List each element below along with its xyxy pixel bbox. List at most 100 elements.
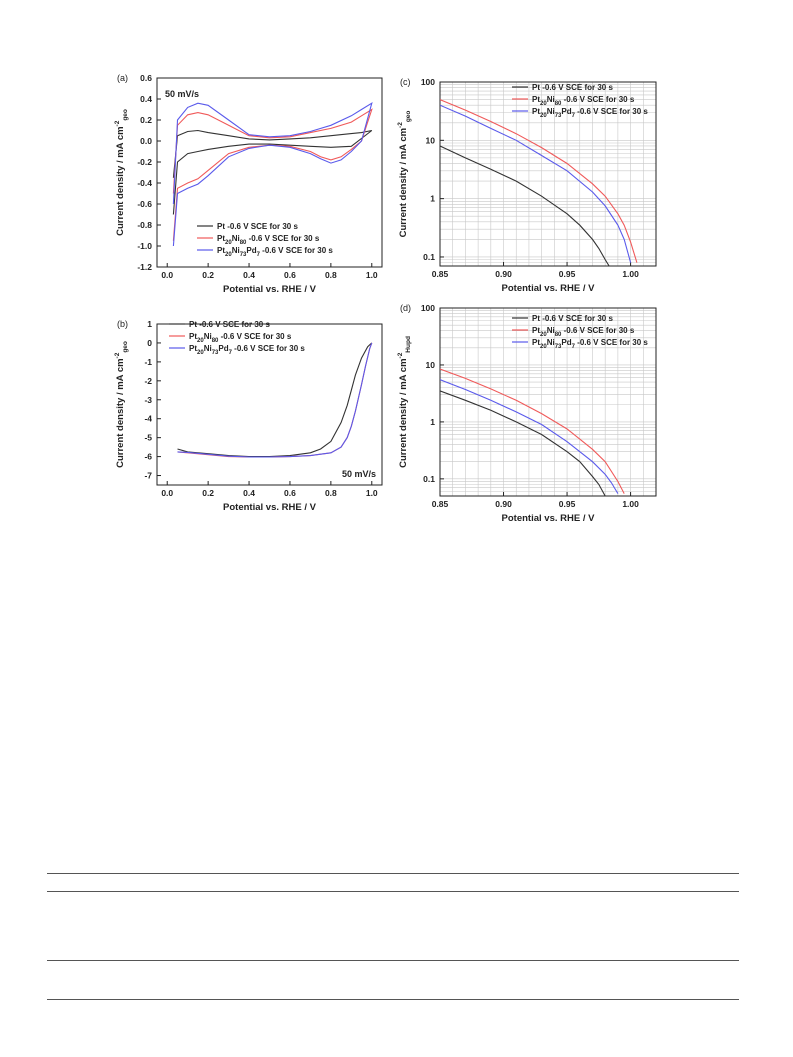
series-group (440, 99, 638, 266)
chart-panel-d: 0.85 0.90 0.95 1.00 0.1 1 10 100 (d) Potential vs… (397, 303, 657, 524)
series-line (440, 99, 638, 263)
y-axis-label: Current density / mA cm-2geo (397, 111, 412, 238)
y-tick-label: -0.4 (137, 178, 152, 188)
y-tick-label: -7 (144, 471, 152, 481)
x-tick-label: 0.85 (432, 499, 449, 509)
x-tick-label: 0.4 (243, 488, 255, 498)
series-line (177, 342, 373, 458)
panel-label: (d) (400, 303, 411, 313)
y-tick-label: -3 (144, 395, 152, 405)
y-tick-label: -6 (144, 452, 152, 462)
series-line (440, 390, 606, 496)
legend-label: Pt20Ni73Pd7 -0.6 V SCE for 30 s (532, 338, 648, 350)
table-rule-top (47, 873, 739, 874)
series-line (440, 379, 619, 494)
series-group (440, 368, 625, 496)
legend-label: Pt -0.6 V SCE for 30 s (217, 222, 298, 231)
y-tick-label: 100 (421, 303, 435, 313)
x-tick-label: 0.2 (202, 270, 214, 280)
legend-label: Pt20Ni80 -0.6 V SCE for 30 s (217, 234, 320, 246)
x-tick-label: 0.8 (325, 270, 337, 280)
y-tick-label: 0.1 (423, 252, 435, 262)
x-axis-label: Potential vs. RHE / V (223, 502, 317, 513)
y-tick-label: -0.8 (137, 220, 152, 230)
legend-label: Pt -0.6 V SCE for 30 s (532, 314, 613, 323)
x-tick-label: 0.8 (325, 488, 337, 498)
panel-label: (c) (400, 77, 411, 87)
panel-label: (a) (117, 73, 128, 83)
series-line (172, 129, 373, 215)
plot-frame (156, 77, 383, 268)
x-tick-label: 0.6 (284, 488, 296, 498)
legend-label: Pt20Ni73Pd7 -0.6 V SCE for 30 s (189, 344, 305, 356)
legend: Pt -0.6 V SCE for 30 s Pt20Ni80 -0.6 V SC… (169, 320, 305, 356)
chart-panel-b: 0.0 0.2 0.4 0.6 0.8 1.0 -7 -6 -5 -4 -3 -2 -1 0 1 (b) Pot… (114, 319, 383, 513)
series-group (172, 102, 373, 247)
x-tick-label: 0.95 (559, 269, 576, 279)
y-tick-label: 0.1 (423, 474, 435, 484)
legend: Pt -0.6 V SCE for 30 s Pt20Ni80 -0.6 V SC… (512, 314, 648, 350)
y-tick-label: 10 (426, 135, 436, 145)
x-axis-label: Potential vs. RHE / V (223, 284, 317, 295)
legend-label: Pt20Ni80 -0.6 V SCE for 30 s (532, 95, 635, 107)
x-tick-label: 0.90 (495, 499, 512, 509)
y-axis-label: Current density / mA cm-2Hupd (397, 336, 412, 468)
y-axis-label: Current density / mA cm-2geo (114, 341, 129, 468)
y-tick-label: -1.0 (137, 241, 152, 251)
x-tick-label: 1.00 (622, 499, 639, 509)
x-tick-label: 0.2 (202, 488, 214, 498)
y-axis-label: Current density / mA cm-2geo (114, 109, 129, 236)
y-tick-label: 1 (430, 417, 435, 427)
x-axis-label: Potential vs. RHE / V (502, 513, 596, 524)
y-tick-label: 1 (430, 194, 435, 204)
series-line (440, 104, 632, 263)
legend-label: Pt20Ni73Pd7 -0.6 V SCE for 30 s (532, 107, 648, 119)
y-tick-label: 10 (426, 360, 436, 370)
y-tick-label: 0.6 (140, 73, 152, 83)
table-rule-header (47, 891, 739, 892)
figure: 0.0 0.2 0.4 0.6 0.8 1.0 -1.2 -1.0 -0.8 -0.6 -0.4 -0… (114, 73, 657, 524)
series-line (177, 342, 373, 458)
plot-frame (439, 81, 657, 267)
x-tick-label: 0.90 (495, 269, 512, 279)
grid (440, 307, 657, 497)
x-axis-label: Potential vs. RHE / V (502, 283, 596, 294)
x-tick-label: 1.00 (622, 269, 639, 279)
y-tick-label: -1 (144, 357, 152, 367)
annotation: 50 mV/s (342, 469, 376, 479)
y-tick-label: -5 (144, 433, 152, 443)
table-rule-bottom (47, 999, 739, 1000)
annotation: 50 mV/s (165, 89, 199, 99)
chart-panel-c: 0.85 0.90 0.95 1.00 0.1 1 10 100 (c) Potential vs… (397, 77, 657, 294)
y-tick-label: -4 (144, 414, 152, 424)
y-tick-label: 0.2 (140, 115, 152, 125)
y-tick-label: -0.6 (137, 199, 152, 209)
legend: Pt -0.6 V SCE for 30 s Pt20Ni80 -0.6 V SC… (197, 222, 333, 258)
x-tick-label: 0.4 (243, 270, 255, 280)
legend-label: Pt20Ni80 -0.6 V SCE for 30 s (189, 332, 292, 344)
x-tick-label: 1.0 (366, 270, 378, 280)
x-tick-label: 0.6 (284, 270, 296, 280)
x-tick-label: 0.0 (161, 488, 173, 498)
series-line (440, 368, 625, 494)
plot-frame (156, 323, 383, 486)
legend-label: Pt20Ni73Pd7 -0.6 V SCE for 30 s (217, 246, 333, 258)
y-tick-label: 100 (421, 77, 435, 87)
legend-label: Pt -0.6 V SCE for 30 s (532, 83, 613, 92)
series-line (177, 342, 373, 458)
series-line (172, 102, 373, 247)
chart-panel-a: 0.0 0.2 0.4 0.6 0.8 1.0 -1.2 -1.0 -0.8 -0.6 -0.4 -0… (114, 73, 383, 295)
table-rule-row (47, 960, 739, 961)
legend-label: Pt20Ni80 -0.6 V SCE for 30 s (532, 326, 635, 338)
panel-label: (b) (117, 319, 128, 329)
series-line (440, 145, 610, 266)
y-tick-label: -1.2 (137, 262, 152, 272)
series-group (177, 342, 373, 458)
plot-frame (439, 307, 657, 497)
y-tick-label: 1 (147, 319, 152, 329)
y-tick-label: -2 (144, 376, 152, 386)
legend-label: Pt -0.6 V SCE for 30 s (189, 320, 270, 329)
y-tick-label: 0 (147, 338, 152, 348)
y-tick-label: 0.0 (140, 136, 152, 146)
x-tick-label: 0.85 (432, 269, 449, 279)
